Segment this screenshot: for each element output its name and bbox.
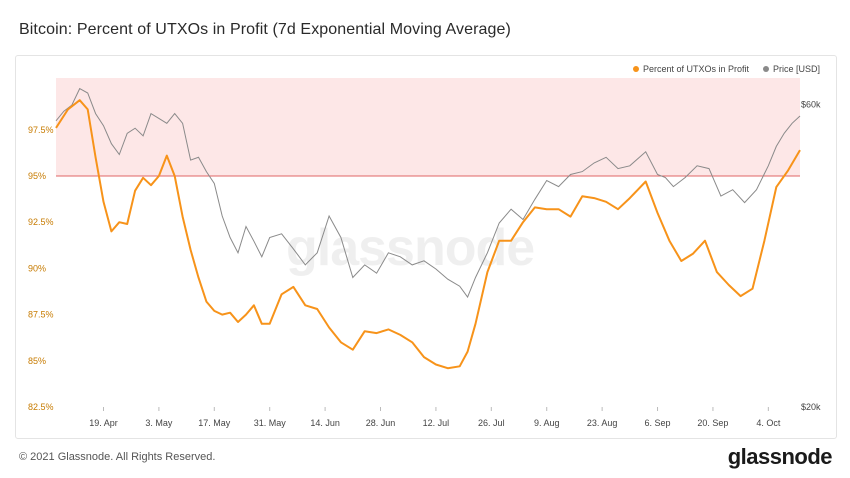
series-line-utxo	[55, 99, 801, 370]
y-axis-left-ticks: 82.5% 85% 87.5% 90% 92.5% 95% 97.5%	[28, 125, 54, 412]
series-line-price	[55, 87, 801, 299]
x-tick-label: 26. Jul	[478, 418, 505, 428]
y-right-tick-label: $20k	[801, 402, 821, 412]
watermark: glassnode	[286, 219, 535, 277]
copyright-text: © 2021 Glassnode. All Rights Reserved.	[19, 451, 216, 463]
y-axis-right-ticks: $20k $60k	[801, 99, 821, 412]
y-tick-label: 95%	[28, 171, 46, 181]
y-tick-label: 87.5%	[28, 310, 54, 320]
glassnode-logo[interactable]: glassnode	[727, 444, 833, 469]
y-tick-label: 97.5%	[28, 125, 54, 135]
x-tick-label: 28. Jun	[366, 418, 396, 428]
x-tick-label: 31. May	[254, 418, 287, 428]
x-tick-label: 23. Aug	[587, 418, 618, 428]
legend-item-utxo[interactable]: Percent of UTXOs in Profit	[632, 64, 749, 74]
x-axis-ticks: 19. Apr 3. May 17. May 31. May 14. Jun 28. Ju…	[89, 407, 781, 428]
y-tick-label: 85%	[28, 356, 46, 366]
x-tick-label: 3. May	[145, 418, 173, 428]
x-tick-label: 14. Jun	[310, 418, 340, 428]
x-tick-label: 20. Sep	[697, 418, 728, 428]
highlight-band	[56, 78, 800, 176]
legend: Percent of UTXOs in Profit Price [USD]	[632, 64, 820, 74]
legend-item-price[interactable]: Price [USD]	[762, 64, 820, 74]
y-tick-label: 90%	[28, 263, 46, 273]
y-tick-label: 82.5%	[28, 402, 54, 412]
legend-dot-price	[762, 66, 769, 72]
x-tick-label: 4. Oct	[756, 418, 781, 428]
x-tick-label: 9. Aug	[534, 418, 560, 428]
x-tick-label: 19. Apr	[89, 418, 118, 428]
legend-label-utxo: Percent of UTXOs in Profit	[642, 64, 749, 74]
x-tick-label: 17. May	[198, 418, 231, 428]
page-title: Bitcoin: Percent of UTXOs in Profit (7d …	[19, 21, 511, 38]
x-tick-label: 12. Jul	[423, 418, 450, 428]
legend-label-price: Price [USD]	[772, 64, 820, 74]
x-tick-label: 6. Sep	[645, 418, 671, 428]
y-tick-label: 92.5%	[28, 217, 54, 227]
y-right-tick-label: $60k	[801, 99, 821, 109]
legend-dot-utxo	[632, 66, 639, 72]
